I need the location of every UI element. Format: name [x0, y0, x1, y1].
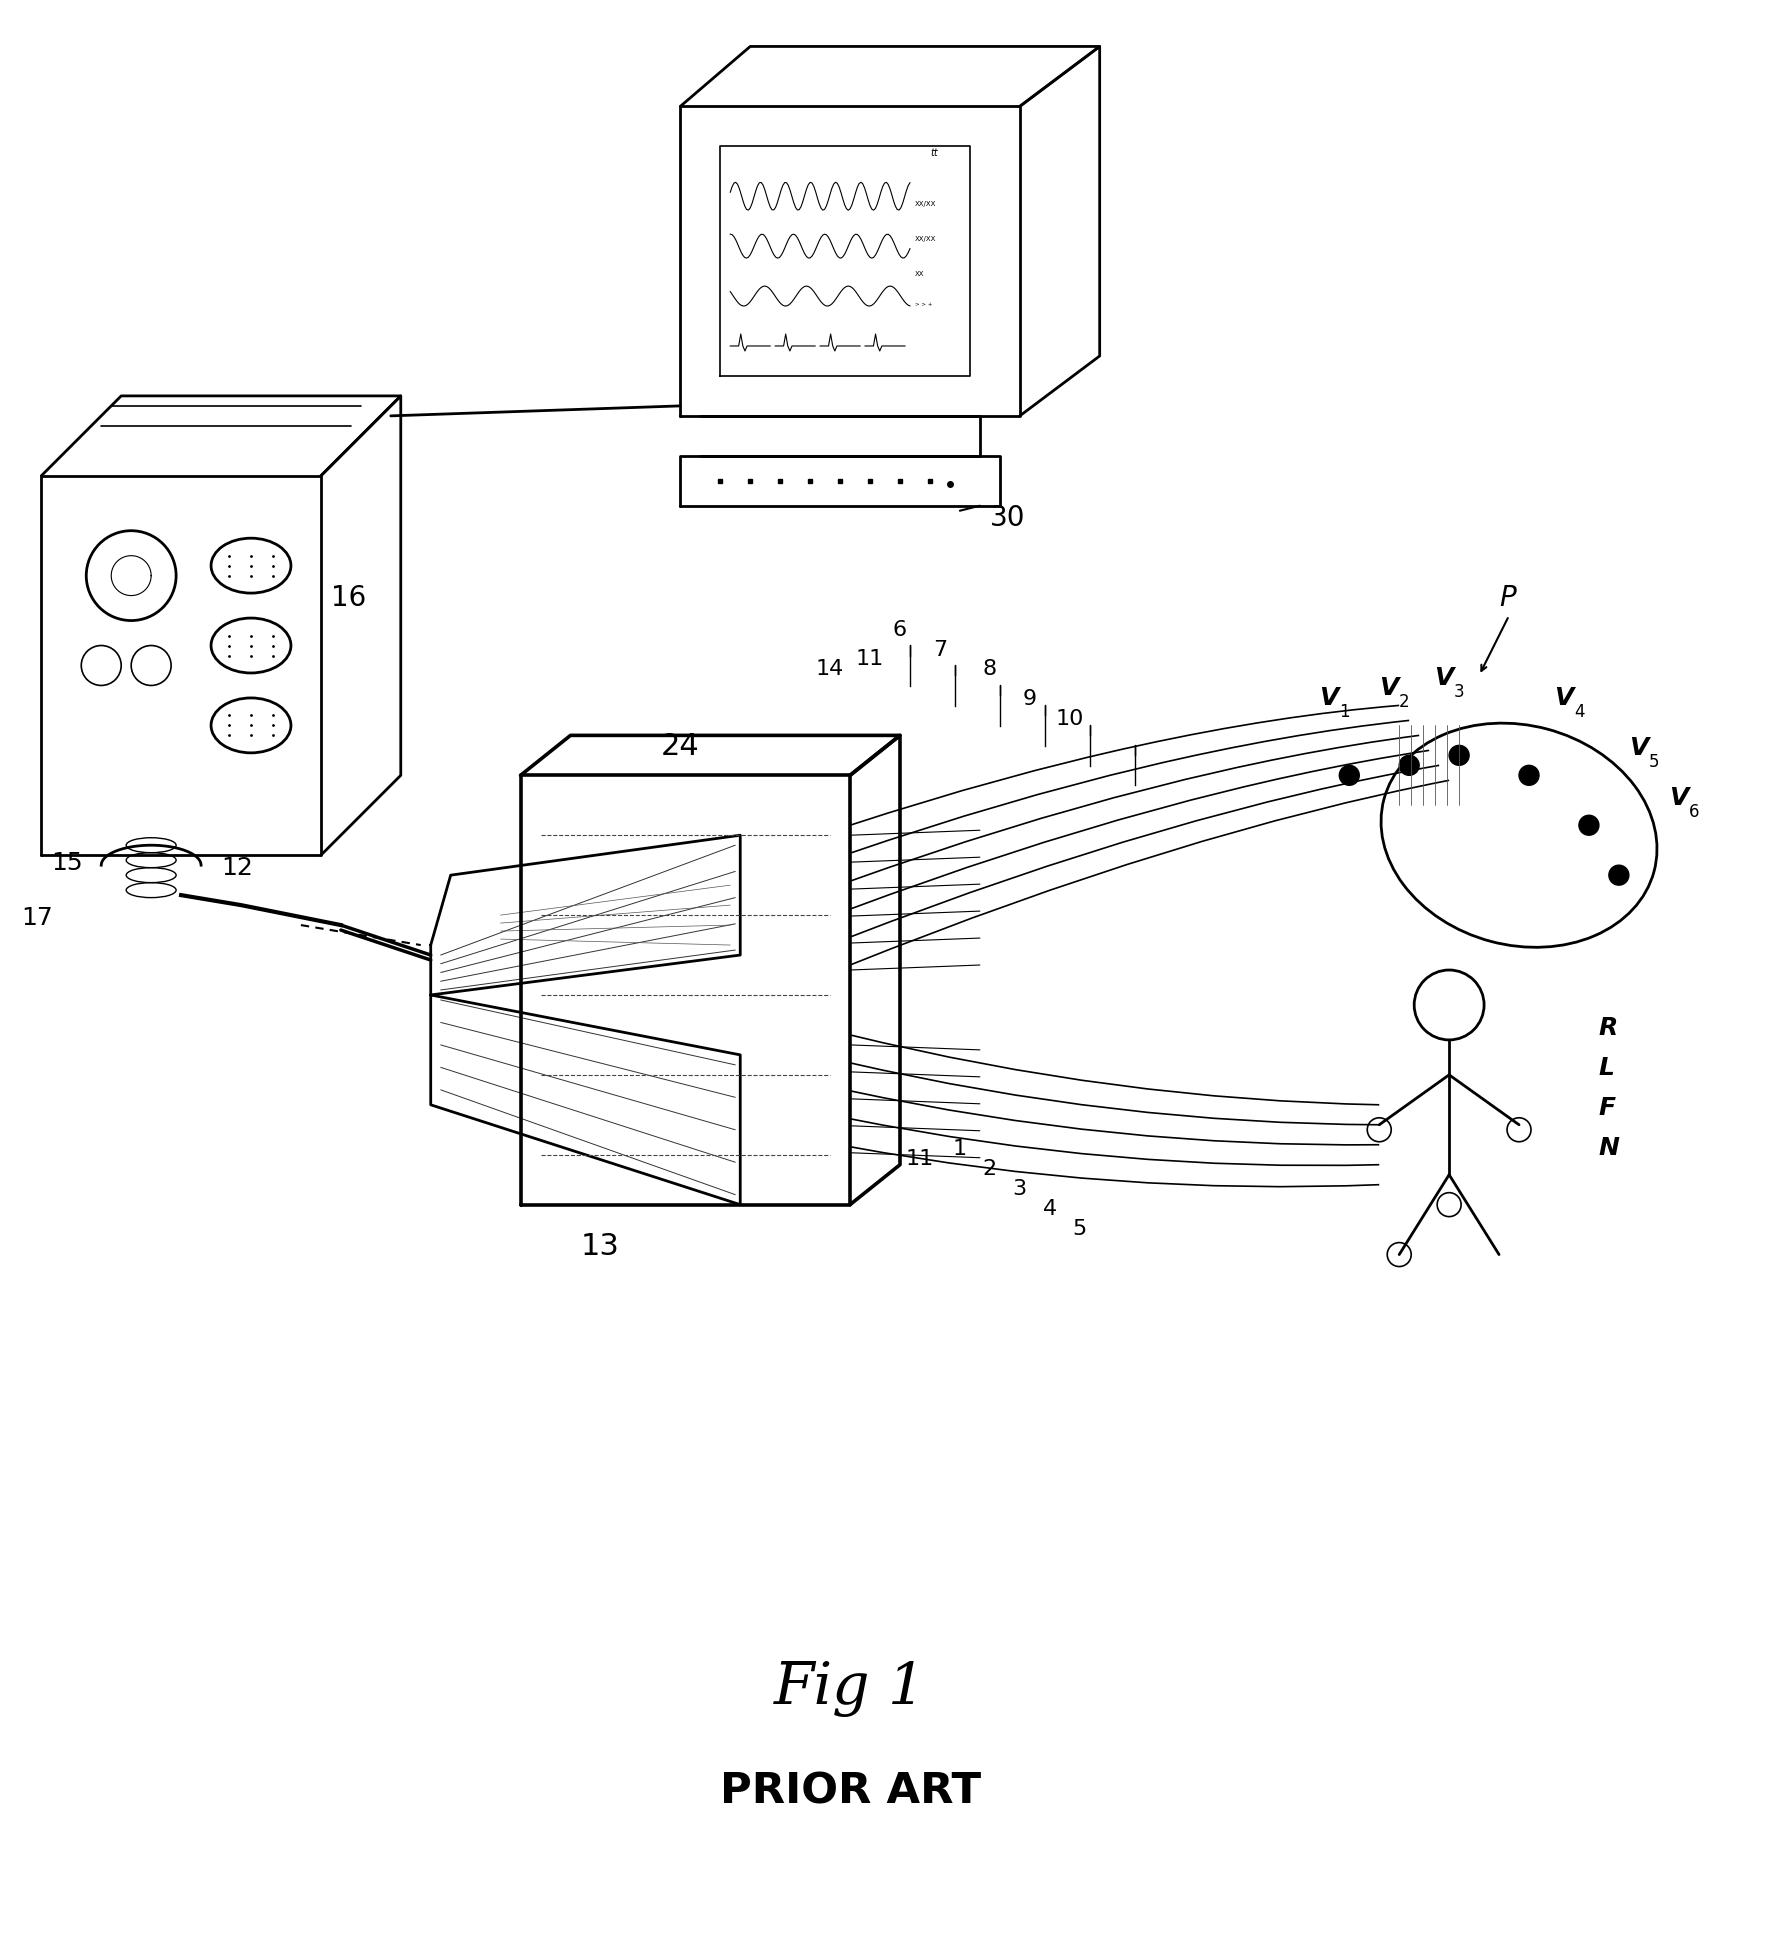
- Text: XX/XX: XX/XX: [915, 237, 936, 242]
- Text: V: V: [1630, 737, 1648, 760]
- Text: 9: 9: [1022, 690, 1036, 710]
- Text: 24: 24: [661, 733, 699, 760]
- Text: 5: 5: [1649, 753, 1660, 772]
- Text: 6: 6: [894, 620, 908, 639]
- Text: V: V: [1669, 786, 1689, 809]
- Text: 12: 12: [222, 856, 254, 880]
- Text: L: L: [1599, 1056, 1615, 1079]
- Text: V: V: [1555, 686, 1573, 710]
- Text: XX: XX: [915, 272, 924, 278]
- Text: 30: 30: [990, 504, 1026, 532]
- Text: Fig 1: Fig 1: [774, 1660, 926, 1716]
- Text: > > +: > > +: [915, 301, 933, 307]
- Text: P: P: [1499, 585, 1515, 612]
- Circle shape: [1608, 866, 1630, 886]
- Text: 11: 11: [856, 649, 885, 669]
- Text: 1: 1: [952, 1138, 967, 1159]
- Text: 3: 3: [1013, 1179, 1028, 1198]
- Text: 13: 13: [581, 1232, 620, 1261]
- Text: N: N: [1599, 1136, 1619, 1159]
- Text: 5: 5: [1072, 1218, 1086, 1239]
- Text: 16: 16: [331, 585, 366, 612]
- Text: 6: 6: [1689, 804, 1699, 821]
- Text: V: V: [1435, 667, 1453, 690]
- Text: F: F: [1599, 1097, 1615, 1120]
- Text: XX/XX: XX/XX: [915, 201, 936, 207]
- Text: 1: 1: [1338, 704, 1349, 721]
- Text: 11: 11: [906, 1150, 935, 1169]
- Circle shape: [1519, 764, 1539, 786]
- Circle shape: [1338, 764, 1360, 786]
- Text: 10: 10: [1056, 710, 1085, 729]
- Text: 4: 4: [1042, 1198, 1056, 1218]
- Circle shape: [1399, 755, 1419, 776]
- Text: 3: 3: [1455, 684, 1465, 702]
- Text: 2: 2: [983, 1159, 997, 1179]
- Text: 4: 4: [1574, 704, 1585, 721]
- Text: 15: 15: [52, 850, 82, 876]
- Text: PRIOR ART: PRIOR ART: [720, 1771, 981, 1812]
- Text: 14: 14: [817, 659, 843, 680]
- Circle shape: [1449, 745, 1469, 764]
- Text: 7: 7: [933, 639, 947, 659]
- Text: 8: 8: [983, 659, 997, 680]
- Text: V: V: [1380, 676, 1399, 700]
- Text: R: R: [1599, 1017, 1619, 1040]
- Circle shape: [1580, 815, 1599, 835]
- Text: tt: tt: [929, 149, 938, 158]
- Text: 17: 17: [21, 905, 54, 931]
- Text: 2: 2: [1399, 694, 1410, 712]
- Text: V: V: [1319, 686, 1338, 710]
